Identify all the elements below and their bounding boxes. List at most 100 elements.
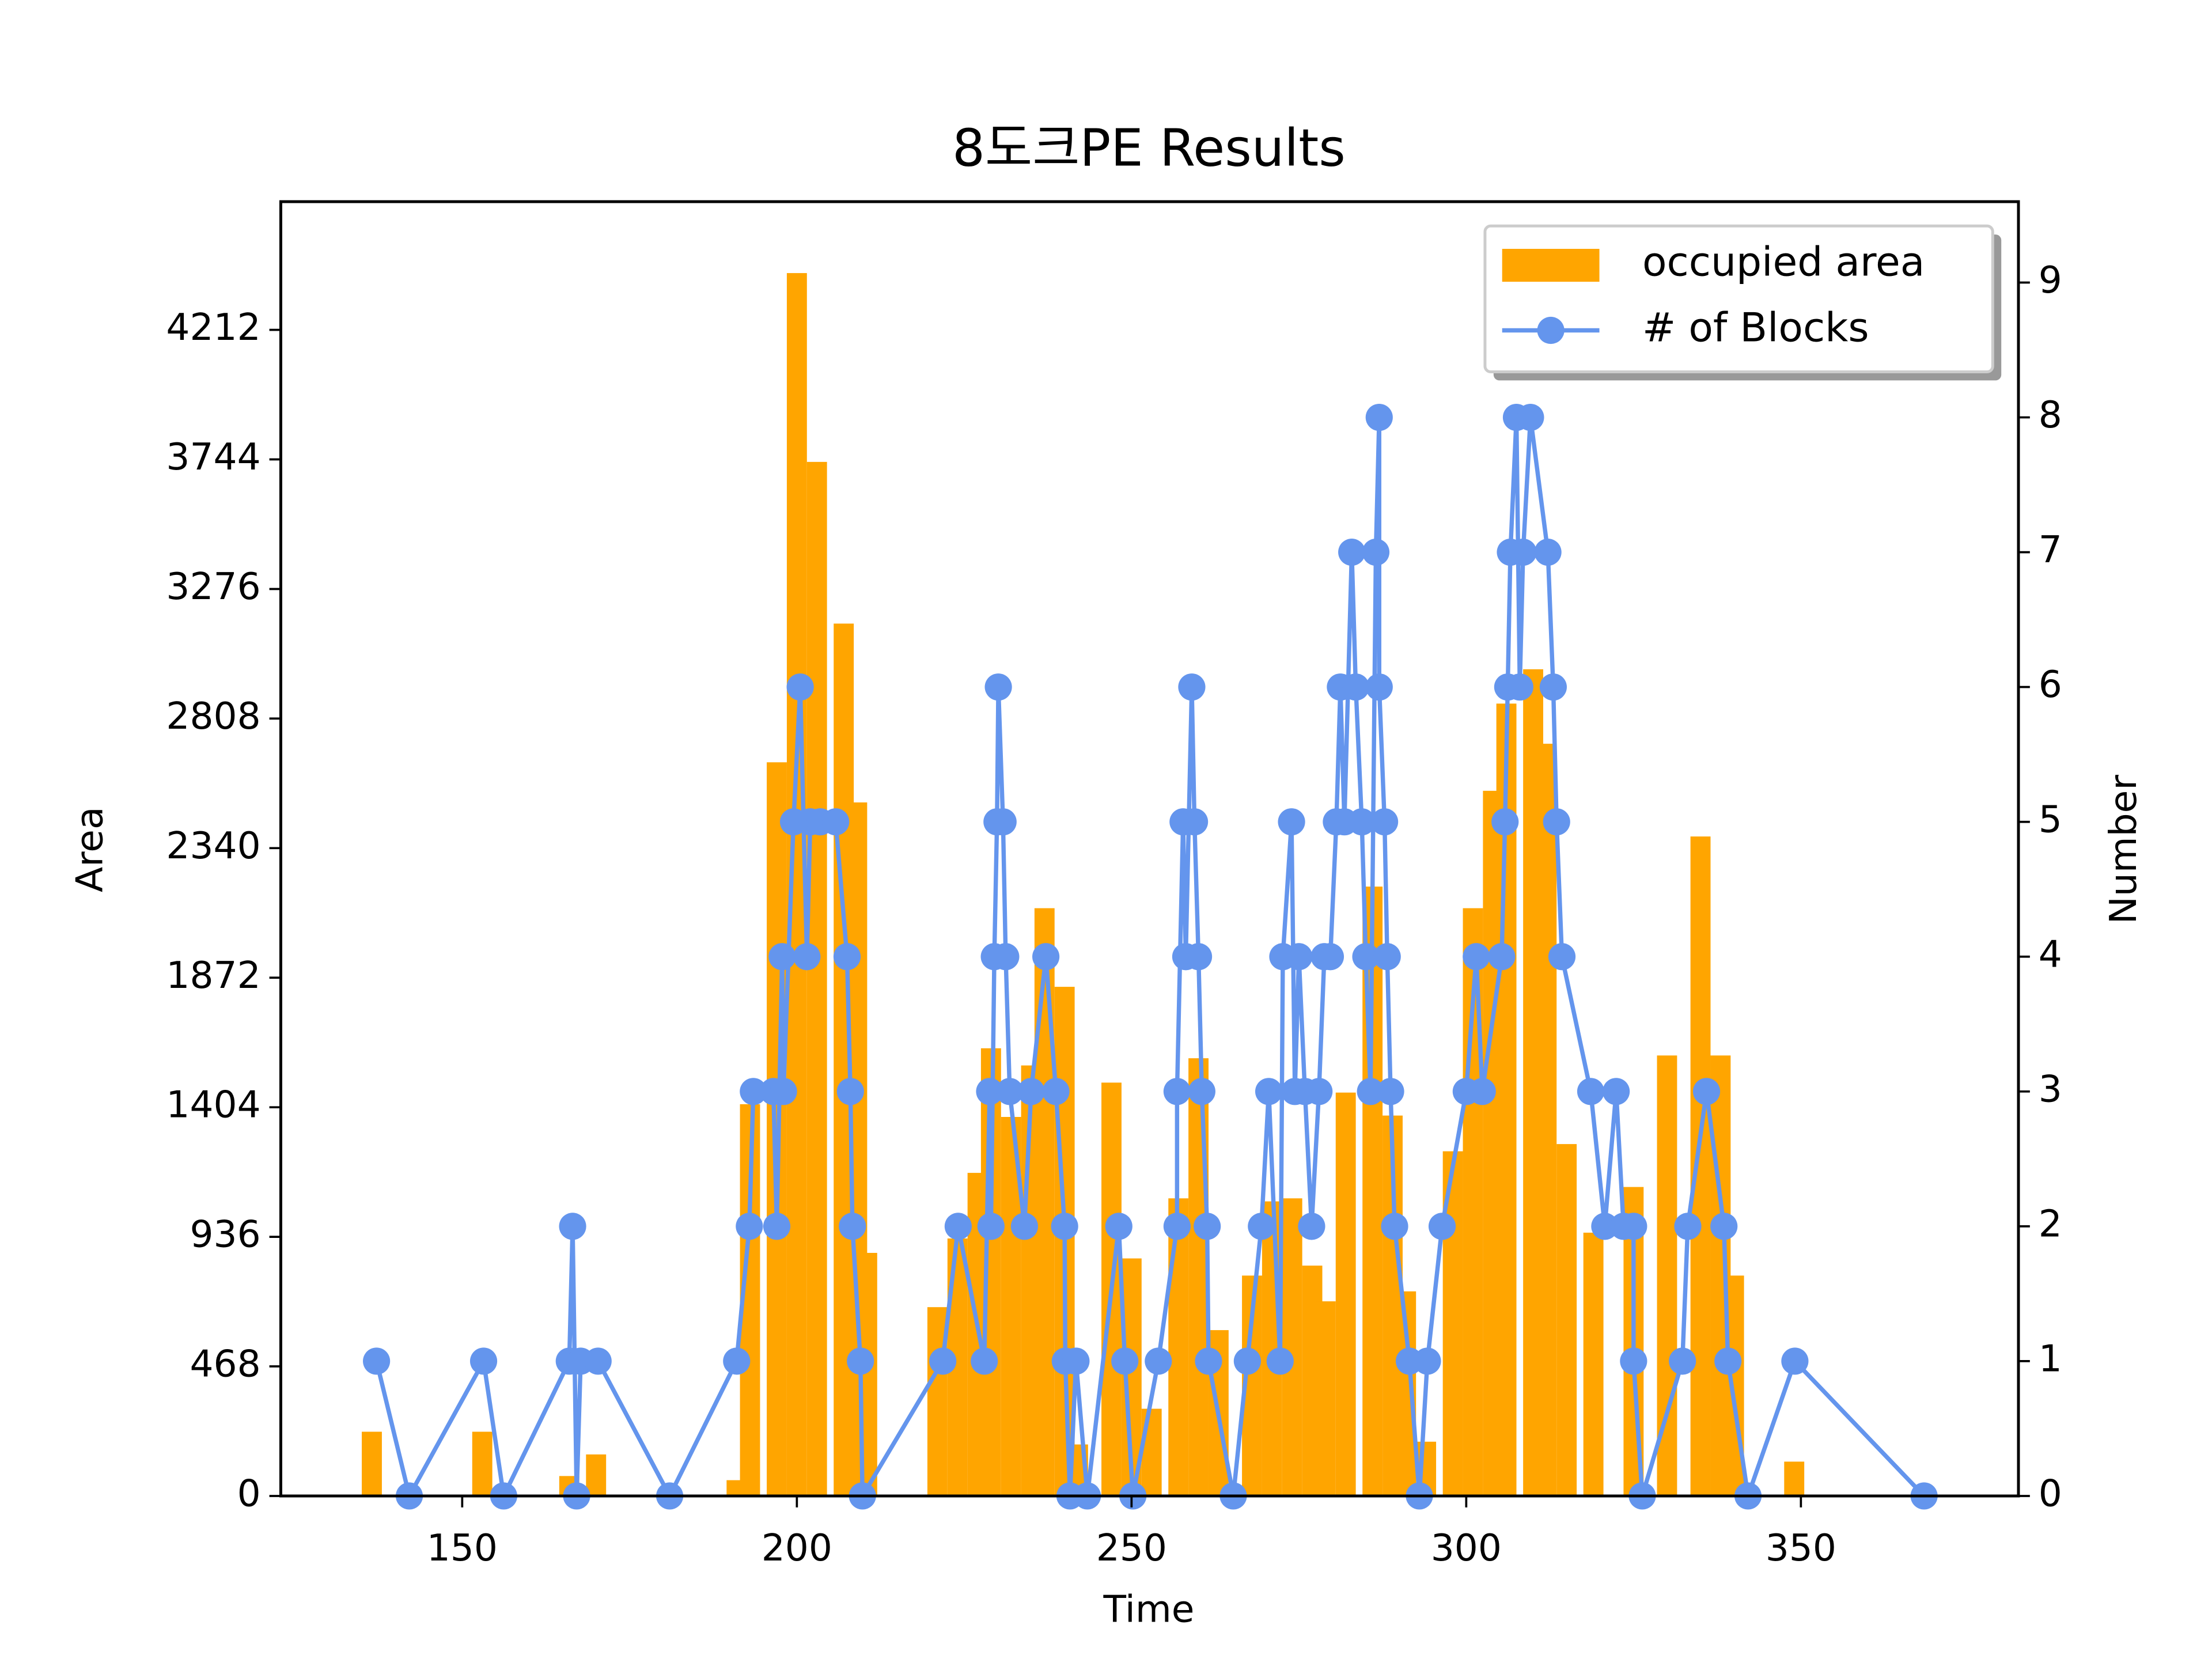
point [1603,1078,1630,1105]
bar [1168,1198,1189,1496]
point [1491,808,1519,836]
point [1373,943,1401,971]
point [1266,1347,1294,1375]
point [1017,1078,1045,1105]
point [1305,1078,1333,1105]
point [1195,1347,1222,1375]
point [836,1078,864,1105]
y2-tick-label: 7 [2039,528,2062,571]
point [1298,1213,1325,1240]
x-tick-label: 200 [762,1527,832,1570]
point [786,673,814,701]
bar [1141,1408,1162,1496]
y-tick-label: 2340 [166,824,260,868]
y2-tick-label: 9 [2039,259,2062,302]
point [1342,673,1370,701]
y2-tick-label: 4 [2039,933,2062,976]
point [1362,539,1390,566]
point [1488,943,1516,971]
point [736,1213,763,1240]
legend-swatch [1502,249,1600,282]
x-axis-label: Time [1103,1588,1194,1631]
bar [1583,1232,1604,1496]
bar [586,1454,607,1496]
point [1463,943,1490,971]
point [929,1347,957,1375]
point [977,1213,1005,1240]
point [1010,1213,1039,1240]
y-tick-label: 4212 [166,306,260,349]
bar [1690,836,1711,1496]
y-tick-label: 468 [190,1343,260,1386]
point [989,808,1017,836]
point [1370,808,1399,836]
point [1278,808,1305,836]
legend-label: # of Blocks [1642,305,1869,351]
bar [1315,1301,1336,1496]
point [1194,1213,1221,1240]
bar [362,1431,382,1496]
y-tick-label: 3276 [166,565,260,608]
point [976,1078,1003,1105]
point [1163,1078,1191,1105]
bar [1536,744,1557,1496]
point [1255,1078,1283,1105]
point [1285,943,1313,971]
point [1163,1213,1191,1240]
point [1365,403,1393,431]
point [770,1078,797,1105]
point [971,1347,998,1375]
y2-tick-label: 0 [2039,1472,2062,1516]
x-tick-label: 250 [1096,1527,1167,1570]
point [1577,1078,1605,1105]
x-tick-label: 300 [1431,1527,1502,1570]
point [1414,1347,1441,1375]
x-tick-label: 150 [427,1527,498,1570]
point [1543,808,1570,836]
bar [806,461,827,1496]
bar [1034,908,1055,1496]
point [1620,1213,1647,1240]
point [1348,808,1376,836]
y-tick-label: 1404 [166,1084,260,1127]
y2-axis-label: Number [2102,775,2145,925]
point [768,943,796,971]
point [1180,808,1209,836]
y-axis-label: Area [68,806,111,892]
legend-label: occupied area [1642,238,1925,285]
point [1381,1213,1408,1240]
point [1539,673,1567,701]
point [584,1347,612,1375]
point [1781,1347,1809,1375]
point [1468,1078,1496,1105]
y-tick-label: 3744 [166,435,260,479]
point [847,1347,874,1375]
bar [1657,1055,1677,1496]
y2-tick-label: 8 [2039,393,2062,437]
point [1710,1213,1738,1240]
chart-title: 8도크PE Results [952,119,1346,179]
point [1145,1347,1172,1375]
legend-marker [1537,316,1565,344]
bar [472,1431,493,1496]
point [984,673,1012,701]
point [1357,1078,1384,1105]
point [1352,943,1380,971]
point [839,1213,866,1240]
point [1233,1347,1261,1375]
point [822,808,850,836]
y2-tick-label: 1 [2039,1337,2062,1380]
bar [1784,1461,1805,1496]
point [1669,1347,1696,1375]
point [1042,1078,1070,1105]
point [559,1213,586,1240]
point [1548,943,1576,971]
point [1051,1213,1078,1240]
y2-tick-label: 6 [2039,663,2062,706]
point [763,1213,791,1240]
point [1111,1347,1139,1375]
point [1620,1347,1647,1375]
y2-tick-label: 5 [2039,798,2062,841]
y2-tick-label: 2 [2039,1202,2062,1245]
bar [1556,1144,1577,1496]
